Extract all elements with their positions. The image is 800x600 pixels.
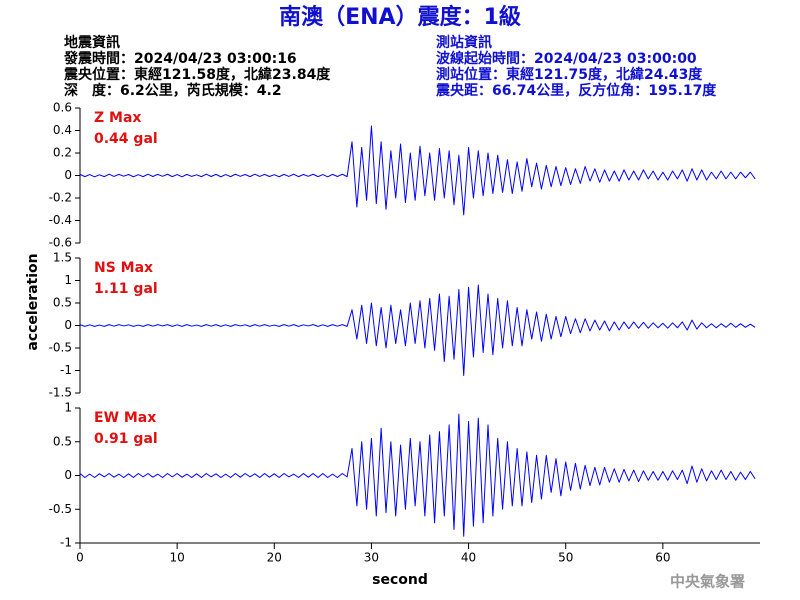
- info-left: 深 度：6.2公里，芮氏規模：4.2: [64, 82, 282, 99]
- y-tick-label: -0.4: [49, 213, 72, 227]
- y-tick-label: 0.5: [53, 296, 72, 310]
- y-tick-label: 0.4: [53, 123, 72, 137]
- x-tick-label: 60: [655, 551, 670, 565]
- component-label: EW Max: [94, 410, 156, 426]
- y-tick-label: 0: [64, 468, 72, 482]
- x-tick-label: 0: [76, 551, 84, 565]
- y-tick-label: 1: [64, 273, 72, 287]
- x-tick-label: 10: [170, 551, 185, 565]
- y-tick-label: 0: [64, 318, 72, 332]
- y-tick-label: 0.5: [53, 434, 72, 448]
- x-tick-label: 30: [364, 551, 379, 565]
- x-tick-label: 50: [558, 551, 573, 565]
- waveform: [79, 284, 756, 376]
- y-tick-label: 0.2: [53, 146, 72, 160]
- info-right: 測站資訊: [436, 34, 492, 51]
- y-tick-label: -1: [60, 536, 72, 550]
- waveform: [79, 413, 756, 537]
- info-left: 震央位置：東經121.58度，北緯23.84度: [63, 66, 331, 83]
- y-tick-label: -0.5: [49, 341, 72, 355]
- info-right: 震央距：66.74公里，反方位角：195.17度: [435, 82, 717, 99]
- y-tick-label: -0.5: [49, 502, 72, 516]
- max-label: 1.11 gal: [94, 281, 158, 297]
- max-label: 0.91 gal: [94, 431, 158, 447]
- y-tick-label: 1: [64, 401, 72, 415]
- x-tick-label: 40: [461, 551, 476, 565]
- component-label: NS Max: [94, 260, 153, 276]
- y-tick-label: -0.6: [49, 236, 72, 250]
- x-axis-label: second: [372, 572, 428, 588]
- waveform: [79, 125, 756, 216]
- info-left: 地震資訊: [64, 34, 120, 51]
- y-tick-label: 0.6: [53, 101, 72, 115]
- max-label: 0.44 gal: [94, 131, 158, 147]
- info-right: 測站位置：東經121.75度，北緯24.43度: [436, 66, 703, 83]
- y-tick-label: 1.5: [53, 251, 72, 265]
- y-tick-label: 0: [64, 168, 72, 182]
- y-tick-label: -1.5: [49, 386, 72, 400]
- footer: 中央氣象署: [670, 573, 745, 591]
- y-tick-label: -1: [60, 363, 72, 377]
- x-tick-label: 20: [267, 551, 282, 565]
- y-tick-label: -0.2: [49, 191, 72, 205]
- y-axis-label: acceleration: [25, 253, 41, 350]
- component-label: Z Max: [94, 110, 141, 126]
- info-left: 發震時間：2024/04/23 03:00:16: [63, 50, 297, 67]
- title: 南澳（ENA）震度：1級: [279, 4, 521, 30]
- info-right: 波線起始時間：2024/04/23 03:00:00: [436, 50, 697, 67]
